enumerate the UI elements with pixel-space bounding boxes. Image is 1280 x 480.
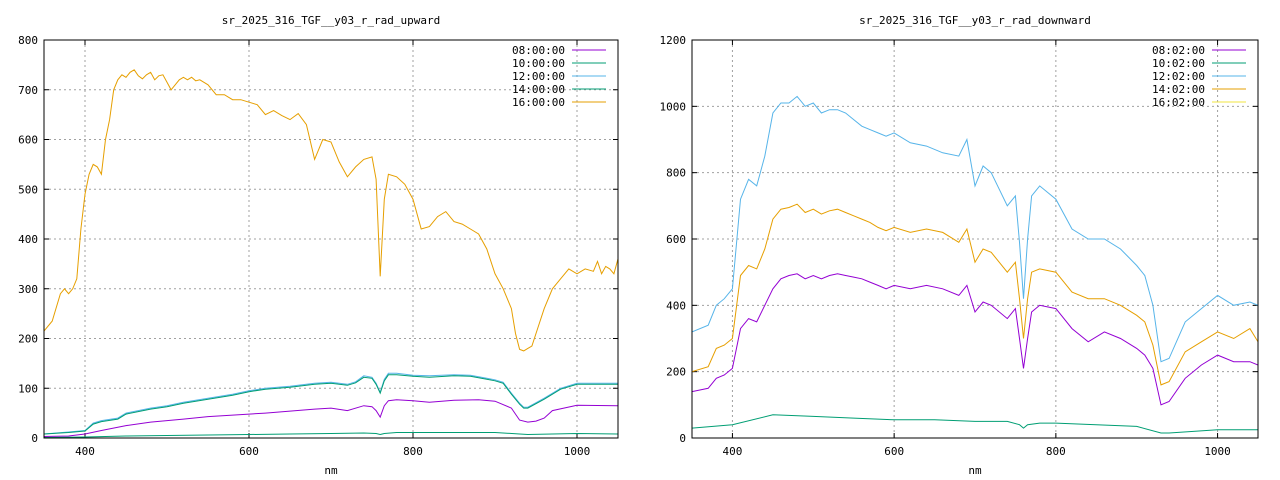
x-axis-label: nm [324, 464, 338, 477]
series-line-4 [44, 69, 618, 352]
series-line-0 [692, 273, 1258, 406]
legend-label: 08:02:00 [1152, 44, 1205, 57]
y-tick-label: 500 [18, 183, 38, 196]
y-tick-label: 0 [679, 432, 686, 445]
series-line-1 [44, 432, 618, 438]
x-tick-label: 1000 [1204, 445, 1231, 458]
y-tick-label: 100 [18, 382, 38, 395]
y-tick-label: 300 [18, 283, 38, 296]
y-tick-label: 200 [666, 366, 686, 379]
x-tick-label: 600 [239, 445, 259, 458]
series-line-1 [692, 414, 1258, 434]
x-tick-label: 400 [75, 445, 95, 458]
x-tick-label: 400 [722, 445, 742, 458]
legend-label: 16:00:00 [512, 96, 565, 109]
series-line-3 [44, 374, 618, 435]
chart-title: sr_2025_316_TGF__y03_r_rad_downward [859, 14, 1091, 27]
y-tick-label: 700 [18, 84, 38, 97]
legend-label: 14:02:00 [1152, 83, 1205, 96]
legend-label: 14:00:00 [512, 83, 565, 96]
chart-panel-1: sr_2025_316_TGF__y03_r_rad_downward 400 60… [660, 14, 1259, 477]
legend-label: 10:00:00 [512, 57, 565, 70]
y-tick-label: 800 [666, 167, 686, 180]
x-tick-label: 800 [403, 445, 423, 458]
series-line-2 [44, 372, 618, 435]
plot-frame [43, 39, 619, 439]
series-line-0 [44, 399, 618, 437]
chart-title: sr_2025_316_TGF__y03_r_rad_upward [222, 14, 441, 27]
legend-label: 10:02:00 [1152, 57, 1205, 70]
y-tick-label: 400 [666, 299, 686, 312]
legend-label: 12:00:00 [512, 70, 565, 83]
legend-label: 16:02:00 [1152, 96, 1205, 109]
x-tick-label: 600 [884, 445, 904, 458]
plot-frame [691, 39, 1259, 439]
x-tick-label: 1000 [564, 445, 591, 458]
legend-label: 12:02:00 [1152, 70, 1205, 83]
y-tick-label: 800 [18, 34, 38, 47]
series-line-3 [692, 203, 1258, 386]
legend-label: 08:00:00 [512, 44, 565, 57]
x-tick-label: 800 [1046, 445, 1066, 458]
series-line-2 [692, 95, 1258, 363]
y-tick-label: 1200 [660, 34, 687, 47]
y-tick-label: 400 [18, 233, 38, 246]
y-tick-label: 200 [18, 333, 38, 346]
y-tick-label: 1000 [660, 100, 687, 113]
x-axis-label: nm [968, 464, 982, 477]
chart-panel-0: sr_2025_316_TGF__y03_r_rad_upward 400 600 8… [18, 14, 619, 477]
y-tick-label: 600 [666, 233, 686, 246]
y-tick-label: 0 [31, 432, 38, 445]
y-tick-label: 600 [18, 134, 38, 147]
